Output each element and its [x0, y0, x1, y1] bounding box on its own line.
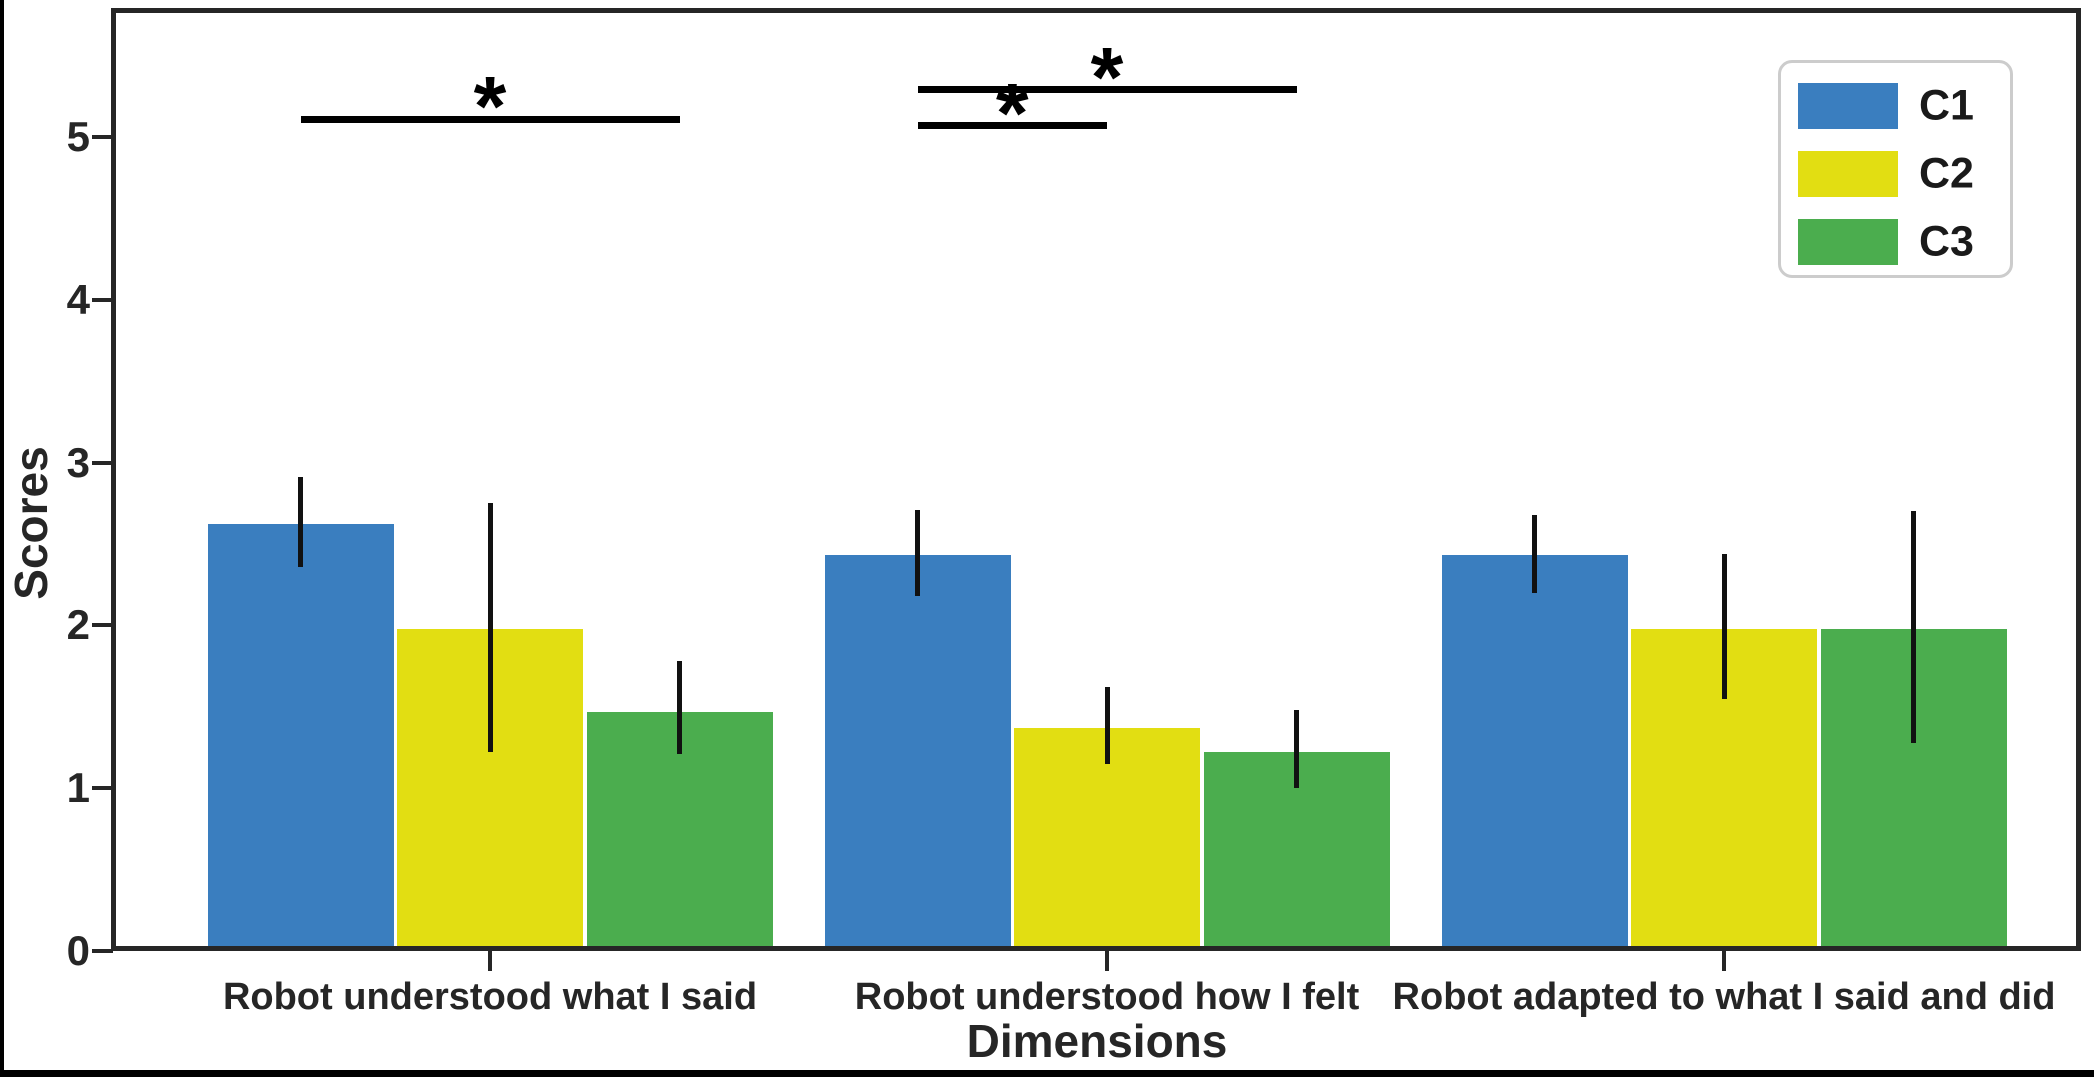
y-tick-1 — [92, 786, 113, 791]
x-tick-group3 — [1722, 951, 1726, 971]
legend-row-C3: C3 — [1781, 217, 2010, 266]
significance-line-3 — [917, 122, 1107, 130]
x-tick-label-group1: Robot understood what I said — [222, 976, 758, 1018]
significance-line-1 — [300, 115, 680, 123]
error-bar-C3-group1 — [677, 661, 682, 754]
y-tick-label-4: 4 — [66, 275, 90, 323]
x-tick-group2 — [1105, 951, 1109, 971]
error-bar-C3-group2 — [1294, 710, 1299, 789]
legend-row-C2: C2 — [1781, 149, 2010, 198]
x-axis-title: Dimensions — [966, 1015, 1228, 1067]
significance-star-2: * — [1090, 29, 1124, 124]
y-axis-title: Scores — [5, 446, 57, 600]
legend: C1 C2 C3 — [1778, 60, 2013, 278]
error-bar-C3-group3 — [1911, 511, 1916, 743]
x-tick-group1 — [488, 951, 492, 971]
legend-swatch-C1 — [1798, 83, 1898, 129]
error-bar-C1-group2 — [915, 509, 920, 597]
y-tick-label-0: 0 — [66, 927, 90, 974]
legend-label-C2: C2 — [1919, 149, 1974, 198]
x-tick-label-group3: Robot adapted to what I said and did — [1392, 976, 2056, 1018]
error-bar-C2-group2 — [1104, 687, 1110, 764]
error-bar-C2-group3 — [1721, 553, 1727, 699]
y-tick-4 — [92, 297, 113, 302]
y-tick-label-1: 1 — [66, 764, 90, 812]
y-tick-3 — [92, 460, 113, 465]
x-tick-label-group2: Robot understood how I felt — [854, 976, 1360, 1018]
significance-star-3: * — [995, 65, 1029, 160]
y-tick-5 — [92, 135, 113, 139]
bar-C1-group3 — [1441, 555, 1628, 948]
y-tick-label-3: 3 — [66, 438, 90, 486]
legend-row-C1: C1 — [1781, 81, 2010, 130]
significance-star-1: * — [473, 59, 507, 154]
figure-border-left — [0, 0, 4, 1077]
bar-C1-group2 — [824, 555, 1011, 948]
y-tick-label-2: 2 — [66, 601, 90, 649]
figure-border-bottom — [0, 1070, 2094, 1077]
bar-C2-group2 — [1014, 727, 1200, 948]
significance-line-2 — [917, 86, 1297, 94]
bar-C1-group1 — [207, 524, 394, 948]
y-tick-2 — [92, 623, 113, 628]
error-bar-C1-group1 — [298, 477, 303, 567]
legend-label-C3: C3 — [1919, 217, 1974, 266]
legend-swatch-C2 — [1798, 151, 1898, 197]
legend-label-C1: C1 — [1919, 81, 1974, 130]
error-bar-C1-group3 — [1532, 514, 1537, 593]
y-tick-label-5: 5 — [66, 113, 90, 160]
error-bar-C2-group1 — [487, 503, 493, 753]
legend-swatch-C3 — [1798, 219, 1898, 265]
y-tick-0 — [92, 949, 113, 953]
